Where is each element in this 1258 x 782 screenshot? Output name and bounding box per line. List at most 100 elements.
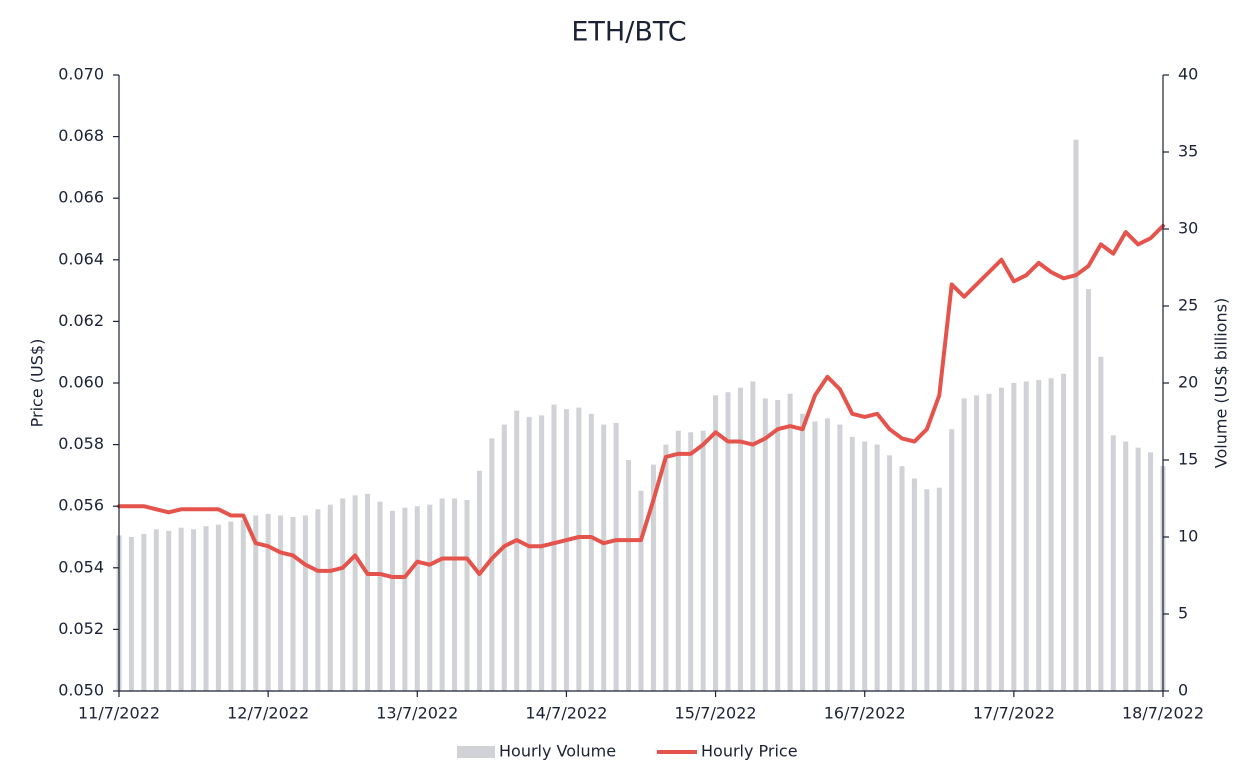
y-tick-label: 0.058 bbox=[58, 434, 104, 453]
volume-bar bbox=[961, 398, 967, 691]
y-tick-label: 0.056 bbox=[58, 496, 104, 515]
y-tick-label: 0.066 bbox=[58, 188, 104, 207]
volume-bar bbox=[489, 438, 495, 691]
volume-bar bbox=[526, 416, 532, 691]
volume-bar bbox=[128, 537, 134, 691]
volume-bar bbox=[228, 521, 234, 691]
price-line bbox=[117, 223, 1165, 580]
y-tick-label: 0.050 bbox=[58, 681, 104, 700]
volume-bar bbox=[837, 424, 843, 691]
volume-bar bbox=[998, 387, 1004, 691]
y-tick-label: 0.064 bbox=[58, 249, 104, 268]
x-tick-label: 18/7/2022 bbox=[1122, 704, 1204, 723]
y2-tick-label: 30 bbox=[1178, 219, 1198, 238]
volume-bar bbox=[464, 500, 470, 691]
volume-bar bbox=[787, 393, 793, 691]
volume-bar bbox=[824, 418, 830, 691]
volume-bar bbox=[1085, 289, 1091, 691]
x-tick-label: 11/7/2022 bbox=[78, 704, 160, 723]
volume-bar bbox=[812, 421, 818, 691]
volume-bar bbox=[302, 515, 308, 691]
volume-bar bbox=[1073, 139, 1079, 691]
volume-bar bbox=[1135, 447, 1141, 691]
volume-bar bbox=[365, 493, 371, 691]
y2-tick-label: 25 bbox=[1178, 296, 1198, 315]
x-tick-label: 16/7/2022 bbox=[824, 704, 906, 723]
volume-bar bbox=[1110, 435, 1116, 691]
y-tick-label: 0.070 bbox=[58, 65, 104, 84]
plot-area bbox=[116, 139, 1166, 691]
y-tick-label: 0.062 bbox=[58, 311, 104, 330]
y2-tick-label: 5 bbox=[1178, 604, 1188, 623]
volume-bar bbox=[1011, 383, 1017, 691]
volume-bar bbox=[327, 504, 333, 691]
volume-bar bbox=[936, 487, 942, 691]
volume-bar bbox=[563, 409, 569, 691]
volume-bar bbox=[452, 498, 458, 691]
volume-bar bbox=[688, 432, 694, 691]
volume-bar bbox=[924, 489, 930, 691]
volume-bar bbox=[340, 498, 346, 691]
volume-bar bbox=[1061, 373, 1067, 691]
volume-bar bbox=[215, 524, 221, 691]
volume-bar bbox=[974, 395, 980, 691]
y-tick-label: 0.054 bbox=[58, 557, 104, 576]
y2-tick-label: 15 bbox=[1178, 450, 1198, 469]
volume-bar bbox=[240, 520, 246, 691]
volume-bar bbox=[166, 530, 172, 691]
y2-tick-label: 0 bbox=[1178, 681, 1188, 700]
y2-tick-label: 10 bbox=[1178, 527, 1198, 546]
volume-bar bbox=[849, 436, 855, 691]
volume-bar bbox=[737, 387, 743, 691]
volume-bar bbox=[1023, 381, 1029, 691]
volume-bar bbox=[253, 515, 259, 691]
volume-bar bbox=[402, 507, 408, 691]
legend-label: Hourly Volume bbox=[499, 742, 616, 761]
volume-bar bbox=[899, 466, 905, 691]
volume-bar bbox=[352, 495, 358, 691]
legend-swatch bbox=[457, 746, 495, 758]
chart-title: ETH/BTC bbox=[571, 17, 686, 48]
volume-bar bbox=[1123, 441, 1129, 691]
volume-bar bbox=[539, 415, 545, 691]
y-tick-label: 0.060 bbox=[58, 373, 104, 392]
volume-bar bbox=[551, 404, 557, 691]
volume-bar bbox=[638, 490, 644, 691]
volume-bar bbox=[203, 526, 209, 691]
volume-bar bbox=[278, 515, 284, 691]
volume-bar bbox=[949, 429, 955, 691]
x-tick-label: 17/7/2022 bbox=[973, 704, 1055, 723]
x-tick-label: 14/7/2022 bbox=[525, 704, 607, 723]
volume-bar bbox=[725, 392, 731, 691]
volume-bar bbox=[700, 430, 706, 691]
volume-bar bbox=[911, 478, 917, 691]
volume-bar bbox=[762, 398, 768, 691]
volume-bar bbox=[663, 444, 669, 691]
volume-bar bbox=[862, 441, 868, 691]
volume-bar bbox=[315, 509, 321, 691]
volume-bar bbox=[626, 460, 632, 691]
volume-bar bbox=[191, 529, 197, 691]
volume-bar bbox=[514, 410, 520, 691]
volume-bar bbox=[675, 430, 681, 691]
y2-tick-label: 40 bbox=[1178, 65, 1198, 84]
y2-tick-label: 20 bbox=[1178, 373, 1198, 392]
volume-bar bbox=[576, 407, 582, 691]
volume-bar bbox=[601, 424, 607, 691]
y-tick-label: 0.052 bbox=[58, 619, 104, 638]
volume-bar bbox=[377, 501, 383, 691]
volume-bar bbox=[800, 413, 806, 691]
volume-bar bbox=[439, 498, 445, 691]
volume-bar bbox=[1048, 378, 1054, 691]
volume-bar bbox=[476, 470, 482, 691]
x-tick-label: 13/7/2022 bbox=[376, 704, 458, 723]
volume-bar bbox=[141, 533, 147, 691]
volume-bar bbox=[1098, 356, 1104, 691]
x-tick-label: 15/7/2022 bbox=[675, 704, 757, 723]
volume-bar bbox=[1148, 452, 1154, 691]
legend-label: Hourly Price bbox=[701, 742, 798, 761]
volume-bar bbox=[750, 381, 756, 691]
volume-bar bbox=[713, 395, 719, 691]
y-tick-label: 0.068 bbox=[58, 126, 104, 145]
